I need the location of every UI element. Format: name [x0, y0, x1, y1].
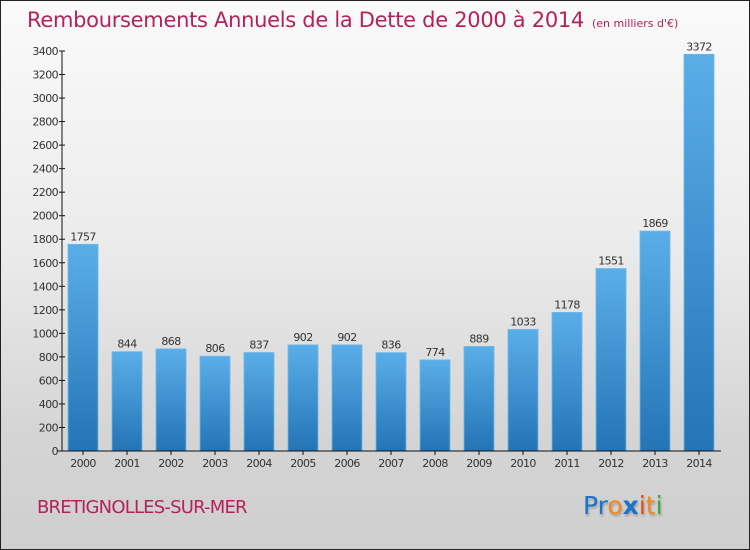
y-tick-label-1000: 1000	[32, 327, 58, 340]
y-tick-label-600: 600	[39, 374, 59, 387]
logo-letter: x	[622, 491, 639, 520]
x-tick-label-2003: 2003	[202, 457, 228, 470]
data-label-2008: 774	[425, 346, 445, 359]
y-tick-label-1400: 1400	[32, 280, 58, 293]
y-tick-label-2000: 2000	[32, 210, 58, 223]
logo-letter: i	[655, 491, 663, 520]
data-label-2006: 902	[337, 331, 356, 344]
bar-2003	[199, 355, 231, 452]
y-tick-label-0: 0	[52, 445, 59, 458]
x-tick-label-2005: 2005	[290, 457, 316, 470]
y-tick-label-3400: 3400	[32, 45, 58, 58]
x-tick-label-2008: 2008	[422, 457, 448, 470]
bar-2013	[639, 230, 671, 452]
logo-letter: i	[638, 491, 646, 520]
data-label-2012: 1551	[598, 255, 624, 268]
data-label-2002: 868	[161, 335, 181, 348]
x-tick-label-2001: 2001	[114, 457, 140, 470]
bar-2009	[463, 346, 495, 452]
data-label-2014: 3372	[686, 40, 712, 53]
data-label-2011: 1178	[554, 298, 580, 311]
x-tick-label-2004: 2004	[246, 457, 272, 470]
city-name: BRETIGNOLLES-SUR-MER	[37, 497, 248, 518]
x-tick-label-2002: 2002	[158, 457, 184, 470]
data-label-2013: 1869	[642, 217, 668, 230]
logo-letter: P	[583, 491, 598, 520]
data-label-2005: 902	[293, 331, 312, 344]
data-label-2001: 844	[117, 338, 137, 351]
y-tick-label-2600: 2600	[32, 139, 58, 152]
y-tick-label-1800: 1800	[32, 233, 58, 246]
y-tick-label-400: 400	[39, 398, 59, 411]
y-tick-label-800: 800	[39, 351, 59, 364]
bar-2007	[375, 352, 407, 452]
x-tick-label-2012: 2012	[598, 457, 624, 470]
y-tick-label-2800: 2800	[32, 116, 58, 129]
y-tick-label-3200: 3200	[32, 69, 58, 82]
data-label-2009: 889	[469, 332, 489, 345]
bar-2008	[419, 359, 451, 452]
y-tick-label-2200: 2200	[32, 186, 58, 199]
data-label-2004: 837	[249, 339, 269, 352]
data-label-2000: 1757	[70, 230, 96, 243]
bar-2014	[683, 53, 715, 452]
x-tick-label-2010: 2010	[510, 457, 536, 470]
chart-title-text: Remboursements Annuels de la Dette de 20…	[27, 8, 584, 32]
logo-letter: r	[597, 491, 608, 520]
bar-2010	[507, 329, 539, 452]
bar-2012	[595, 268, 627, 452]
x-tick-label-2014: 2014	[686, 457, 712, 470]
x-tick-label-2011: 2011	[554, 457, 580, 470]
x-tick-label-2013: 2013	[642, 457, 668, 470]
data-label-2007: 836	[381, 339, 401, 352]
bar-2004	[243, 352, 275, 452]
y-tick-label-3000: 3000	[32, 92, 58, 105]
y-tick-label-200: 200	[39, 421, 59, 434]
chart-unit: (en milliers d'€)	[592, 17, 679, 30]
proxiti-logo[interactable]: Proxiti	[583, 491, 663, 520]
data-label-2010: 1033	[510, 315, 536, 328]
data-label-2003: 806	[205, 342, 225, 355]
bar-2002	[155, 348, 187, 452]
y-tick-label-1600: 1600	[32, 257, 58, 270]
y-tick-label-1200: 1200	[32, 304, 58, 317]
bar-2006	[331, 344, 363, 452]
bar-2005	[287, 344, 319, 452]
x-tick-label-2006: 2006	[334, 457, 360, 470]
bar-2000	[67, 243, 99, 452]
bar-2011	[551, 312, 583, 452]
x-tick-label-2000: 2000	[70, 457, 96, 470]
bar-2001	[111, 351, 143, 452]
x-tick-label-2009: 2009	[466, 457, 492, 470]
x-tick-label-2007: 2007	[378, 457, 404, 470]
logo-letter: o	[607, 491, 623, 520]
y-tick-label-2400: 2400	[32, 163, 58, 176]
logo-letter: t	[645, 491, 656, 520]
chart-title: Remboursements Annuels de la Dette de 20…	[27, 8, 678, 32]
